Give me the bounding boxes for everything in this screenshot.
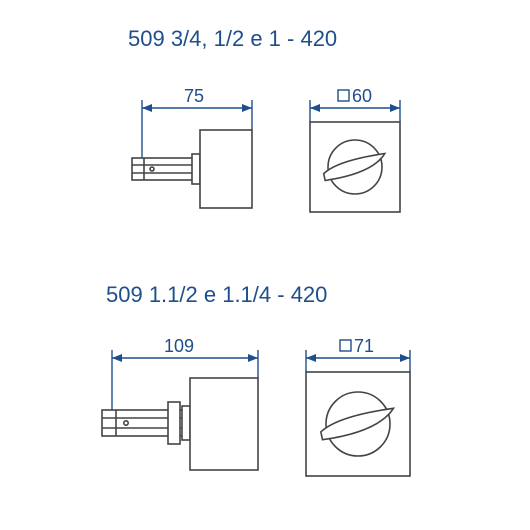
- group1-title: 509 3/4, 1/2 e 1 - 420: [128, 26, 337, 51]
- square-symbol: [338, 90, 349, 101]
- square-symbol: [340, 340, 351, 351]
- group2-side-view: [102, 378, 258, 470]
- group2-front-view: [306, 372, 410, 476]
- group2-front-dim: 71: [306, 336, 410, 372]
- group2-side-width-label: 109: [164, 336, 194, 356]
- group1-front-dim: 60: [310, 86, 400, 122]
- group1-side-view: [132, 130, 252, 208]
- group1-side-width-label: 75: [184, 86, 204, 106]
- group2-title: 509 1.1/2 e 1.1/4 - 420: [106, 282, 327, 307]
- group1-front-view: [310, 122, 400, 212]
- group1-front-size-label: 60: [352, 86, 372, 106]
- group2-front-size-label: 71: [354, 336, 374, 356]
- technical-drawing: 509 3/4, 1/2 e 1 - 420 75 60: [0, 0, 530, 530]
